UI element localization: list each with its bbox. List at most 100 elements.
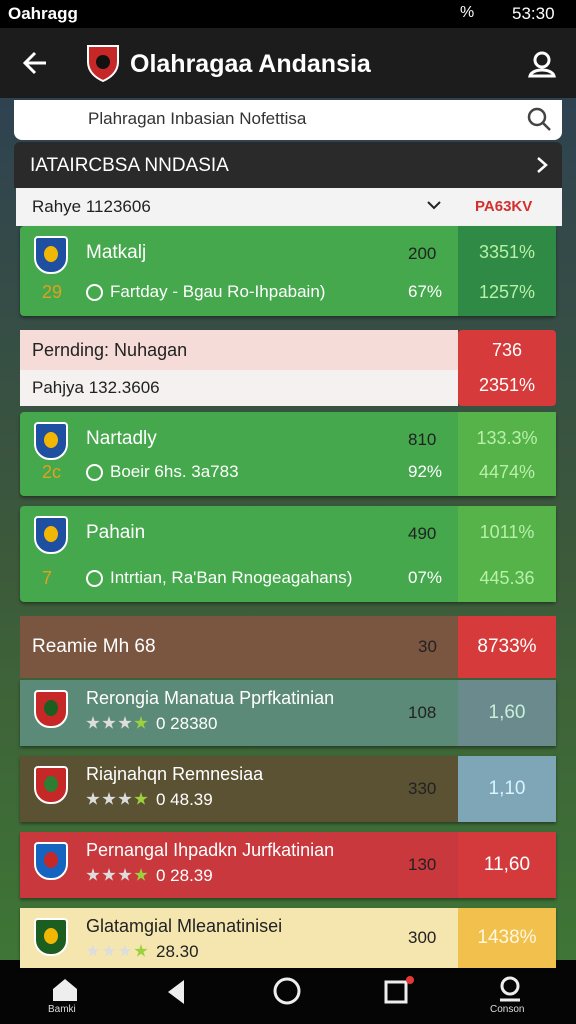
star [86,792,100,805]
rating-stars [86,716,150,732]
match-detail: Intrtian, Ra'Ban Rnogeagahans) [110,568,353,587]
team-crest [34,690,68,728]
match-card[interactable]: Pahain 7 Intrtian, Ra'Ban Rnogeagahans) 490… [20,506,556,602]
star [102,716,116,729]
star [118,716,132,729]
team-name: Nartadly [86,428,157,449]
team-name: Matkalj [86,242,147,263]
pending-row[interactable]: Pernding: Nuhagan [20,330,458,370]
team-odds[interactable]: 1438% [458,908,556,968]
team-name: Pahain [86,522,146,543]
header-title: Olahragaa Andansia [130,50,371,78]
team-crest [34,842,68,880]
star [102,792,116,805]
star [118,792,132,805]
team-rating: 0 28.39 [156,866,213,885]
group-label: Reamie Mh 68 [32,636,156,657]
group-odds: 8733% [458,616,556,678]
pending-sub-row[interactable]: Pahjya 132.3606 [20,370,458,406]
crest-mark [44,928,58,944]
match-pct: 67% [408,282,443,301]
star [118,868,132,881]
crest-mark [44,700,58,716]
account-icon[interactable] [496,974,524,1002]
team-score: 330 [408,779,437,798]
search-placeholder: Plahragan Inbasian Nofettisa [88,109,307,128]
team-rating: 0 28380 [156,714,218,733]
dropdown [427,201,441,210]
crest-mark [44,526,58,542]
pending-odds-top: 736 [491,340,523,360]
home-nav[interactable] [272,976,302,1006]
team-card[interactable]: Pernangal Ihpadkn Jurfkatinian 0 28.39 130… [20,832,556,898]
status-bar: Oahragg % 53:30 [0,0,576,28]
clock: 53:30 [512,4,555,23]
team-score: 108 [408,703,437,722]
crest-mark [44,852,58,868]
logo [87,45,119,82]
crest-mark [44,432,58,448]
filter-row[interactable]: Rahye 1123606 PA63KV [16,188,562,226]
detail-icon [86,464,103,481]
nav-home[interactable]: Bamki [48,1004,76,1015]
team-rank: 2c [42,462,62,482]
back-nav[interactable] [164,978,188,1006]
team-card[interactable]: Riajnahqn Remnesiaa 0 48.39 330 1,10 [20,756,556,822]
odds-box[interactable]: 133.3% 4474% [458,412,556,496]
odds-box[interactable]: 3351% 1257% [458,226,556,316]
detail-icon [86,284,103,301]
match-score: 810 [408,430,437,449]
team-rating: 28.30 [156,942,199,961]
nav-account[interactable]: Conson [490,1004,525,1015]
match-score: 490 [408,524,437,543]
carrier: Oahragg [8,4,78,23]
team-score: 300 [408,928,437,947]
profile-button[interactable] [526,48,558,80]
star [86,716,100,729]
odds-top: 1011% [479,522,535,542]
team-odds[interactable]: 1,60 [458,680,556,746]
pending-label: Pernding: Nuhagan [32,340,188,360]
team-odds[interactable]: 1,10 [458,756,556,822]
match-detail: Fartday - Bgau Ro-Ihpabain) [110,282,326,301]
rating-stars [86,944,150,960]
detail-icon [86,570,103,587]
home-icon[interactable] [50,976,80,1002]
odds-top: 3351% [478,242,536,262]
section-title: IATAIRCBSA NNDASIA [30,155,229,176]
pending-odds[interactable]: 736 2351% [458,330,556,406]
match-pct: 07% [408,568,443,587]
filter-label: Rahye 1123606 [32,197,151,216]
match-card[interactable]: Matkalj 29 Fartday - Bgau Ro-Ihpabain) 200 6… [20,226,556,316]
rating-stars [86,868,150,884]
crest-mark [44,246,58,262]
team-card[interactable]: Glatamgial Mleanatinisei 28.30 300 1438% [20,908,556,968]
star [86,868,100,881]
team-rating: 0 48.39 [156,790,213,809]
back-button[interactable] [22,50,48,76]
team-crest [34,766,68,804]
star [134,792,148,805]
battery: % [460,4,475,21]
odds-box[interactable]: 1011% 445.36 [458,506,556,602]
team-name: Rerongia Manatua Pprfkatinian [86,688,335,708]
star [102,944,116,957]
group-row[interactable]: Reamie Mh 68 30 8733% [20,616,556,678]
search-icon[interactable] [526,106,552,132]
recent-nav[interactable] [382,974,416,1006]
match-detail: Boeir 6hs. 3a783 [110,462,239,481]
odds-bottom: 445.36 [479,568,535,588]
star [134,868,148,881]
group-score: 30 [418,637,437,656]
team-rank: 29 [42,282,63,302]
match-card[interactable]: Nartadly 2c Boeir 6hs. 3a783 810 92% 133.3% 44… [20,412,556,496]
chevron [537,157,548,173]
team-card[interactable]: Rerongia Manatua Pprfkatinian 0 28380 108 1… [20,680,556,746]
odds-top: 133.3% [476,428,538,448]
section-header[interactable]: IATAIRCBSA NNDASIA [14,142,562,188]
star [134,716,148,729]
team-name: Glatamgial Mleanatinisei [86,916,283,936]
search-bar[interactable]: Plahragan Inbasian Nofettisa [14,100,562,140]
team-odds[interactable]: 11,60 [458,832,556,898]
star [134,944,148,957]
